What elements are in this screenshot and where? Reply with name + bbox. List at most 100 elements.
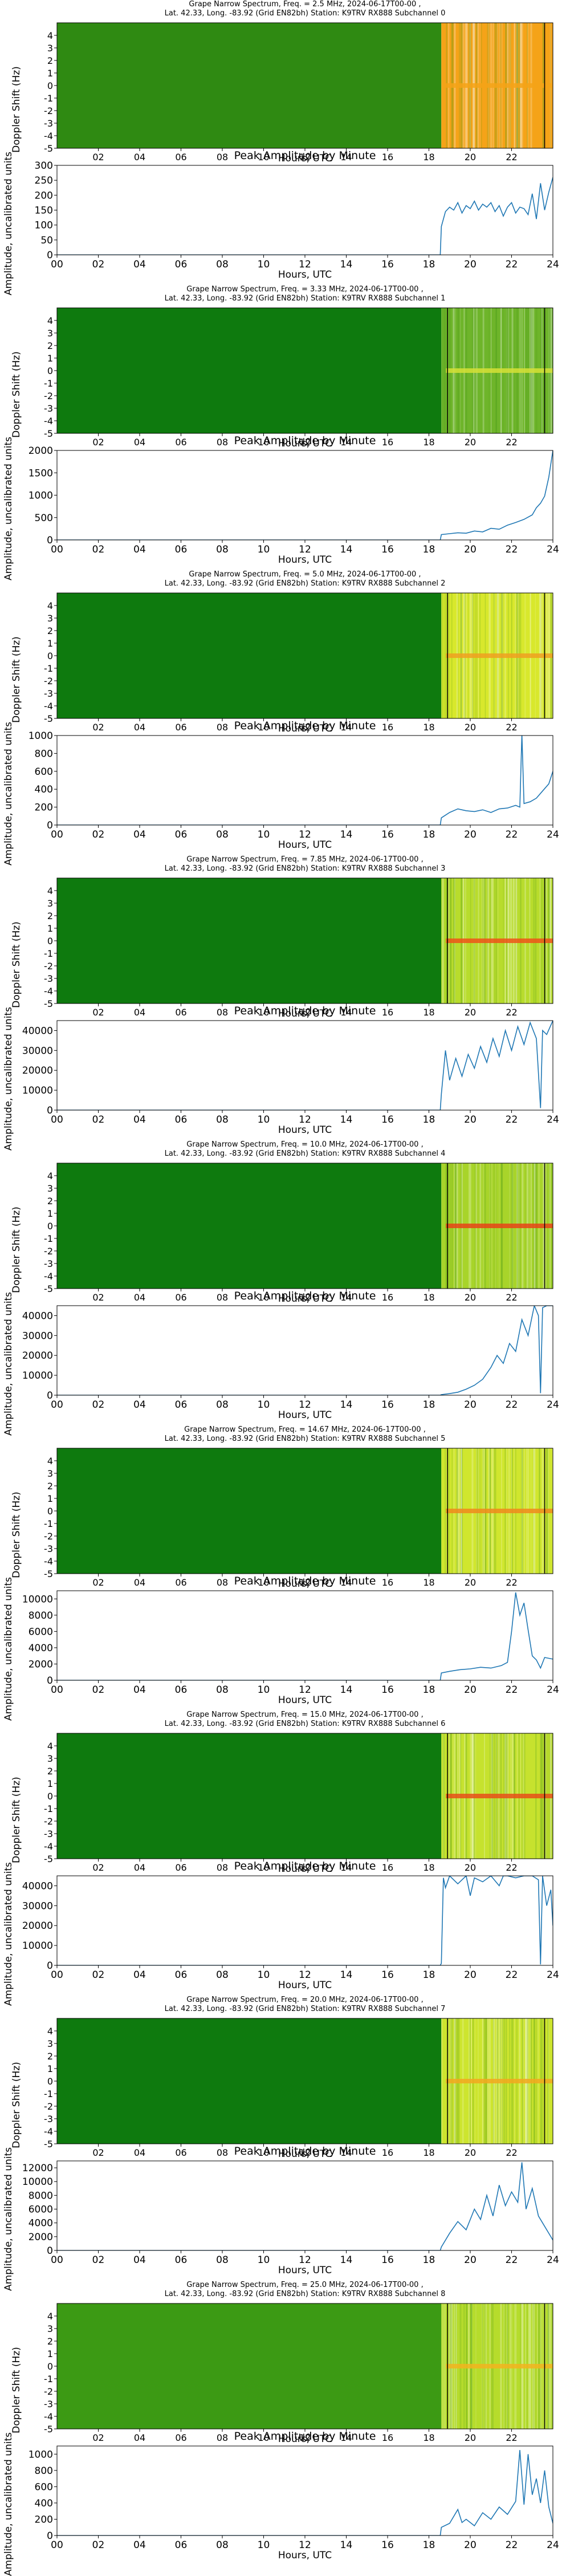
x-tick-label: 08 xyxy=(217,437,228,448)
amplitude-title: Peak Amplitude by Minute xyxy=(234,2145,376,2157)
y-tick-label: -5 xyxy=(44,1569,53,1579)
spectrogram-title-line1: Grape Narrow Spectrum, Freq. = 25.0 MHz,… xyxy=(186,2281,424,2289)
x-tick-label: 20 xyxy=(465,152,476,162)
x-tick-label: 08 xyxy=(216,1684,229,1696)
spectrogram-title: Grape Narrow Spectrum, Freq. = 7.85 MHz,… xyxy=(57,855,553,873)
x-tick-label: 24 xyxy=(547,1399,559,1411)
y-tick-label: 1 xyxy=(47,638,53,649)
x-tick-label: 06 xyxy=(175,2540,188,2551)
amplitude-title: Peak Amplitude by Minute xyxy=(234,720,376,732)
spectrogram-background xyxy=(57,878,442,1003)
x-tick-label: 02 xyxy=(92,1862,104,1873)
y-tick-label: 200 xyxy=(35,802,53,814)
x-tick-label: 02 xyxy=(92,2254,105,2266)
x-tick-label: 22 xyxy=(506,544,518,555)
y-tick-label: 3 xyxy=(47,898,53,909)
x-tick-label: 16 xyxy=(381,544,394,555)
x-tick-label: 14 xyxy=(340,2432,352,2443)
y-tick-label: 8000 xyxy=(28,2190,53,2201)
y-tick-label: 2 xyxy=(47,55,53,66)
spectrogram-xlabel: Hours, UTC xyxy=(278,438,332,449)
x-tick-label: 18 xyxy=(423,437,434,448)
x-tick-label: 12 xyxy=(299,829,311,840)
x-tick-label: 10 xyxy=(258,544,270,555)
x-tick-label: 14 xyxy=(340,1969,353,1981)
subchannel-panel-2: Grape Narrow Spectrum, Freq. = 5.0 MHz, … xyxy=(0,570,570,866)
subchannel-panel-8: Grape Narrow Spectrum, Freq. = 25.0 MHz,… xyxy=(0,2281,570,2576)
x-tick-label: 14 xyxy=(340,1292,352,1303)
y-tick-label: 1 xyxy=(47,2349,53,2359)
amplitude-xlabel: Hours, UTC xyxy=(278,2550,332,2561)
y-tick-label: 1 xyxy=(47,68,53,79)
subchannel-panel-0: Grape Narrow Spectrum, Freq. = 2.5 MHz, … xyxy=(0,0,570,295)
y-tick-label: -3 xyxy=(44,118,53,129)
x-tick-label: 12 xyxy=(299,2147,311,2158)
carrier-line xyxy=(446,2079,553,2083)
x-tick-label: 06 xyxy=(175,1577,186,1588)
spectrogram-title-line1: Grape Narrow Spectrum, Freq. = 2.5 MHz, … xyxy=(189,0,421,9)
y-tick-label: -2 xyxy=(44,1531,53,1542)
x-tick-label: 10 xyxy=(258,722,269,733)
x-tick-label: 14 xyxy=(340,1399,353,1411)
x-tick-label: 20 xyxy=(465,1007,476,1018)
x-tick-label: 06 xyxy=(175,1684,188,1696)
y-tick-label: 4 xyxy=(47,30,53,41)
x-tick-label: 16 xyxy=(381,2540,394,2551)
x-tick-label: 10 xyxy=(258,2432,269,2443)
amplitude-series-line xyxy=(57,736,553,825)
amplitude-title: Peak Amplitude by Minute xyxy=(234,1575,376,1587)
y-tick-label: 2 xyxy=(47,2051,53,2062)
y-tick-label: -4 xyxy=(44,986,53,997)
y-tick-label: 20000 xyxy=(22,1920,53,1932)
carrier-line xyxy=(446,653,553,658)
x-tick-label: 16 xyxy=(382,2432,393,2443)
x-tick-label: 04 xyxy=(133,1969,146,1981)
amplitude-frame xyxy=(56,1590,553,1681)
y-tick-label: -1 xyxy=(44,93,53,104)
y-tick-label: 0 xyxy=(47,250,53,261)
x-tick-label: 16 xyxy=(382,722,393,733)
x-tick-label: 02 xyxy=(92,1684,105,1696)
carrier-line xyxy=(446,368,553,373)
carrier-line xyxy=(446,938,553,943)
x-tick-label: 18 xyxy=(423,1684,435,1696)
spectrogram-background xyxy=(57,1448,442,1574)
y-tick-label: 2000 xyxy=(28,1659,53,1670)
amplitude-frame xyxy=(56,2160,553,2251)
x-tick-label: 02 xyxy=(92,1292,104,1303)
y-tick-label: -3 xyxy=(44,1543,53,1554)
amplitude-title: Peak Amplitude by Minute xyxy=(234,149,376,162)
x-tick-label: 18 xyxy=(423,829,435,840)
y-tick-label: -3 xyxy=(44,1829,53,1839)
x-tick-label: 04 xyxy=(134,152,145,162)
y-tick-label: 0 xyxy=(47,936,53,946)
x-tick-label: 14 xyxy=(340,259,353,270)
x-tick-label: 10 xyxy=(258,1969,270,1981)
x-tick-label: 22 xyxy=(506,1577,517,1588)
x-tick-label: 10 xyxy=(258,437,269,448)
amplitude-title: Peak Amplitude by Minute xyxy=(234,1005,376,1017)
x-tick-label: 10 xyxy=(258,1292,269,1303)
x-tick-label: 06 xyxy=(175,544,188,555)
x-tick-label: 08 xyxy=(216,1399,229,1411)
y-tick-label: -4 xyxy=(44,416,53,426)
y-tick-label: 40000 xyxy=(22,1310,53,1322)
x-tick-label: 16 xyxy=(381,829,394,840)
subchannel-panel-7: Grape Narrow Spectrum, Freq. = 20.0 MHz,… xyxy=(0,1996,570,2291)
amplitude-frame xyxy=(56,735,553,826)
spectrogram-image xyxy=(57,2018,553,2144)
x-tick-label: 22 xyxy=(506,722,517,733)
spectrogram-image xyxy=(57,1163,553,1289)
x-tick-label: 22 xyxy=(506,829,518,840)
x-tick-label: 10 xyxy=(258,1399,270,1411)
x-tick-label: 06 xyxy=(175,1969,188,1981)
y-tick-label: 1 xyxy=(47,1778,53,1789)
y-tick-label: -5 xyxy=(44,713,53,724)
y-tick-label: 4 xyxy=(47,1456,53,1466)
x-tick-label: 02 xyxy=(92,1577,104,1588)
x-tick-label: 14 xyxy=(340,2540,353,2551)
spectrogram-xlabel: Hours, UTC xyxy=(278,1008,332,1019)
x-tick-label: 24 xyxy=(547,259,559,270)
